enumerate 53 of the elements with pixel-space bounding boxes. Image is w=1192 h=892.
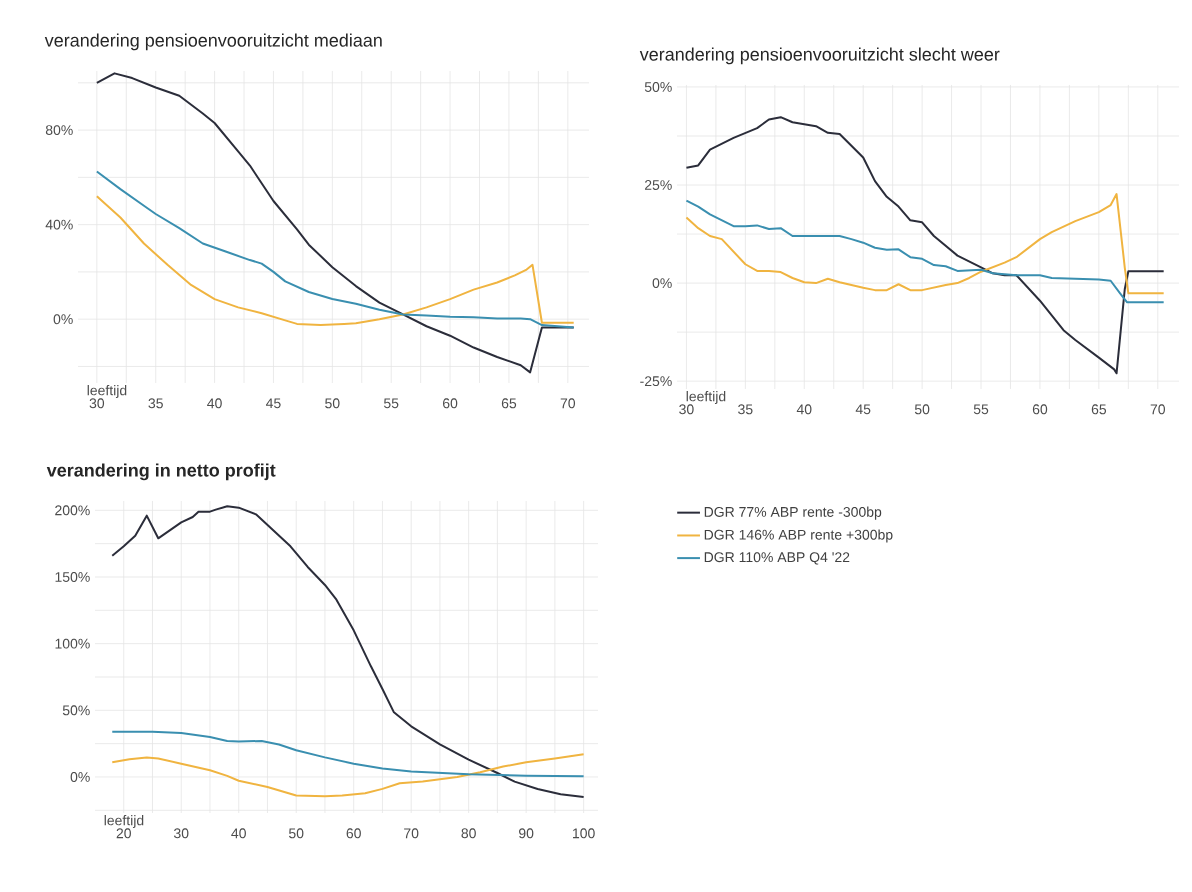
y-tick-label: 150% bbox=[55, 572, 90, 582]
chart-title: verandering pensioenvooruitzicht slecht weer bbox=[639, 47, 1000, 65]
y-tick-label: -25% bbox=[640, 376, 672, 387]
x-tick-label: 35 bbox=[148, 398, 163, 409]
line-series bbox=[111, 730, 585, 778]
line-series bbox=[95, 170, 575, 329]
x-tick-label: 60 bbox=[443, 398, 458, 409]
x-axis-title: leeftijd bbox=[87, 385, 127, 399]
x-tick-label: 70 bbox=[560, 398, 576, 409]
x-tick-label: 50 bbox=[914, 404, 930, 415]
x-axis-title: leeftijd bbox=[686, 391, 726, 405]
x-tick-label: 100 bbox=[573, 828, 595, 839]
line-series bbox=[111, 753, 585, 798]
y-tick-label: 50% bbox=[644, 82, 672, 92]
x-tick-label: 60 bbox=[1032, 404, 1048, 415]
y-tick-label: 200% bbox=[55, 505, 90, 516]
x-tick-label: 40 bbox=[207, 398, 222, 409]
x-tick-label: 40 bbox=[796, 404, 812, 415]
x-tick-label: 65 bbox=[501, 398, 517, 409]
legend-label: DGR 110% ABP Q4 '22 bbox=[704, 552, 850, 565]
x-tick-label: 30 bbox=[173, 828, 189, 839]
x-tick-label: 20 bbox=[116, 828, 131, 839]
y-tick-label: 100% bbox=[55, 638, 90, 649]
x-tick-label: 45 bbox=[855, 404, 871, 415]
x-axis-title: leeftijd bbox=[104, 815, 144, 829]
line-series bbox=[95, 195, 575, 327]
x-tick-label: 70 bbox=[1150, 404, 1166, 415]
y-tick-label: 0% bbox=[70, 772, 90, 782]
x-tick-label: 65 bbox=[1091, 404, 1107, 415]
y-tick-label: 25% bbox=[644, 180, 672, 190]
x-tick-label: 50 bbox=[325, 398, 340, 409]
x-tick-label: 30 bbox=[679, 404, 694, 415]
y-tick-label: 50% bbox=[62, 705, 90, 716]
y-tick-label: 40% bbox=[45, 219, 73, 230]
chart-title: verandering pensioenvooruitzicht mediaan bbox=[44, 33, 382, 51]
y-tick-label: 80% bbox=[45, 125, 73, 136]
x-tick-label: 40 bbox=[231, 828, 246, 839]
x-tick-label: 30 bbox=[89, 398, 105, 409]
x-tick-label: 55 bbox=[383, 398, 399, 409]
x-tick-label: 55 bbox=[973, 404, 989, 415]
x-tick-label: 60 bbox=[346, 828, 361, 839]
y-tick-label: 0% bbox=[53, 314, 73, 325]
x-tick-label: 45 bbox=[265, 398, 281, 409]
chart-title: verandering in netto profijt bbox=[46, 463, 276, 481]
x-tick-label: 35 bbox=[738, 404, 753, 415]
x-tick-label: 50 bbox=[288, 828, 304, 839]
legend-label: DGR 146% ABP rente +300bp bbox=[704, 529, 893, 543]
x-tick-label: 90 bbox=[519, 828, 534, 839]
x-tick-label: 80 bbox=[461, 828, 476, 839]
line-series bbox=[111, 505, 585, 798]
x-tick-label: 70 bbox=[404, 828, 419, 839]
legend-label: DGR 77% ABP rente -300bp bbox=[704, 506, 882, 520]
y-tick-label: 0% bbox=[652, 278, 672, 289]
